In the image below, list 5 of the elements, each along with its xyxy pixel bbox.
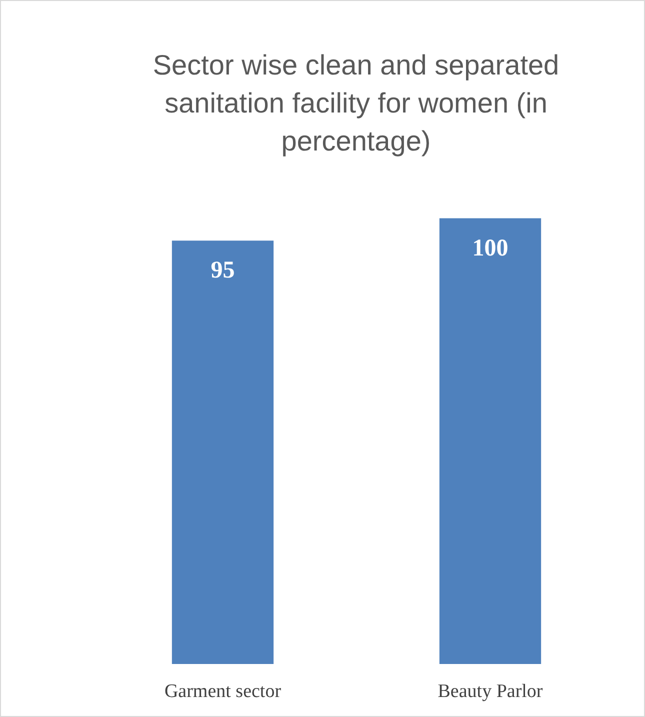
- data-label: 100: [472, 235, 508, 262]
- x-tick-label: Beauty Parlor: [438, 681, 544, 702]
- chart-title: Sector wise clean and separated sanitation facility for women (in percentage): [152, 50, 560, 156]
- x-tick-label: Garment sector: [164, 681, 282, 702]
- data-label: 95: [210, 258, 235, 284]
